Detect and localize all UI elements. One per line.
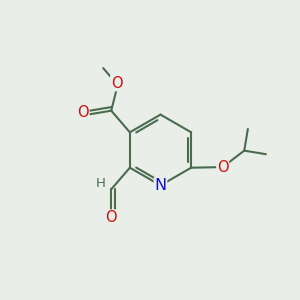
Text: O: O [105, 210, 117, 225]
Text: O: O [77, 105, 89, 120]
Text: H: H [96, 177, 106, 190]
Text: N: N [154, 178, 166, 193]
Text: O: O [217, 160, 229, 175]
Text: O: O [111, 76, 122, 91]
